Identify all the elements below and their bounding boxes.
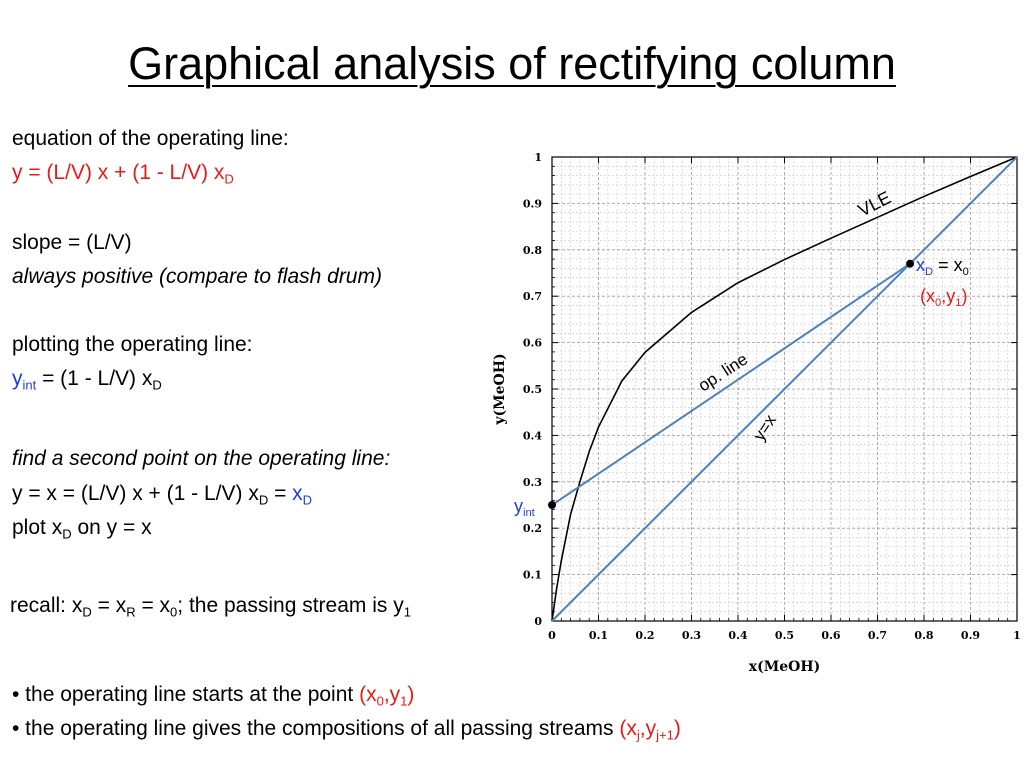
y-tick-label: 0.1 (523, 569, 542, 582)
always-positive-note: always positive (compare to flash drum) (12, 265, 382, 288)
second-point-equation: y = x = (L/V) x + (1 - L/V) xD = xD (12, 482, 313, 508)
y-tick-label: 0.7 (523, 290, 542, 303)
x-tick-label: 1 (1013, 629, 1021, 642)
operating-line-equation-heading: equation of the operating line: (12, 127, 289, 150)
y-tick-label: 0 (534, 615, 542, 628)
x-tick-label: 0.5 (775, 629, 794, 642)
operating-line-equation: y = (L/V) x + (1 - L/V) xD (12, 161, 234, 187)
mccabe-thiele-chart: 0 0.1 0.2 0.3 0.4 0.5 0.6 0.7 0.8 0.9 1 0 0.1 0.2 0.3 0… (492, 151, 1021, 675)
yint-annotation: yint (514, 496, 535, 519)
plotting-heading: plotting the operating line: (12, 333, 253, 356)
chart-ticks: 0 0.1 0.2 0.3 0.4 0.5 0.6 0.7 0.8 0.9 1 0 0.1 0.2 0.3 0… (523, 151, 1021, 642)
y-tick-label: 0.6 (523, 337, 542, 350)
x-axis-label: x(MeOH) (749, 659, 820, 675)
slope-text: slope = (L/V) (12, 231, 132, 254)
recall-text: recall: xD = xR = x0; the passing stream… (10, 594, 411, 620)
x-tick-label: 0.6 (821, 629, 840, 642)
yint-equation: yint = (1 - L/V) xD (12, 367, 162, 393)
y-tick-label: 0.8 (523, 244, 542, 257)
y-tick-label: 0.3 (523, 476, 542, 489)
y-tick-label: 0.5 (523, 383, 542, 396)
series-line-op-line (551, 262, 911, 506)
page-title: Graphical analysis of rectifying column (128, 38, 896, 89)
bullet-passing-streams: • the operating line gives the compositi… (12, 717, 681, 743)
x-tick-label: 0.3 (682, 629, 701, 642)
y-axis-label: y(MeOH) (492, 353, 508, 425)
x0-y1-annotation: (x0,y1) (920, 286, 968, 309)
chart-points (548, 259, 915, 509)
data-point (906, 259, 915, 268)
series-line-vle (551, 156, 1018, 622)
series-line-y-x (551, 156, 1018, 622)
x-tick-label: 0.8 (914, 629, 933, 642)
y-equals-x-label: y=x (749, 411, 780, 444)
x-tick-label: 0.1 (589, 629, 608, 642)
plot-xd-text: plot xD on y = x (12, 516, 152, 542)
y-tick-label: 0.9 (523, 197, 542, 210)
second-point-heading: find a second point on the operating lin… (12, 447, 391, 470)
x-tick-label: 0.7 (868, 629, 887, 642)
chart-series (551, 156, 1018, 622)
y-tick-label: 0.2 (523, 522, 542, 535)
vle-label: VLE (855, 187, 894, 220)
x-tick-label: 0 (548, 629, 556, 642)
x-tick-label: 0.9 (961, 629, 980, 642)
op-line-label: op. line (695, 350, 751, 396)
y-tick-label: 1 (534, 151, 542, 164)
data-point (548, 501, 556, 509)
y-tick-label: 0.4 (523, 429, 542, 442)
xd-annotation: xD = x0 (916, 255, 969, 278)
x-tick-label: 0.2 (635, 629, 654, 642)
bullet-start-point: • the operating line starts at the point… (12, 683, 415, 709)
x-tick-label: 0.4 (728, 629, 747, 642)
